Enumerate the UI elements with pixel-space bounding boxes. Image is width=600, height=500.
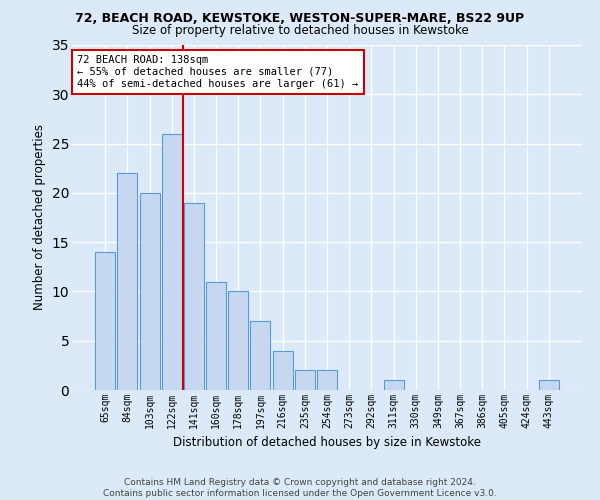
Text: Size of property relative to detached houses in Kewstoke: Size of property relative to detached ho… <box>131 24 469 37</box>
Bar <box>317 370 337 390</box>
Bar <box>272 350 293 390</box>
Text: Contains HM Land Registry data © Crown copyright and database right 2024.
Contai: Contains HM Land Registry data © Crown c… <box>103 478 497 498</box>
Bar <box>383 380 404 390</box>
Bar <box>539 380 559 390</box>
Y-axis label: Number of detached properties: Number of detached properties <box>33 124 46 310</box>
Text: 72 BEACH ROAD: 138sqm
← 55% of detached houses are smaller (77)
44% of semi-deta: 72 BEACH ROAD: 138sqm ← 55% of detached … <box>77 56 358 88</box>
Bar <box>140 193 160 390</box>
Bar <box>162 134 182 390</box>
Text: 72, BEACH ROAD, KEWSTOKE, WESTON-SUPER-MARE, BS22 9UP: 72, BEACH ROAD, KEWSTOKE, WESTON-SUPER-M… <box>76 12 524 26</box>
Bar <box>184 202 204 390</box>
X-axis label: Distribution of detached houses by size in Kewstoke: Distribution of detached houses by size … <box>173 436 481 450</box>
Bar <box>95 252 115 390</box>
Bar <box>295 370 315 390</box>
Bar <box>228 292 248 390</box>
Bar <box>206 282 226 390</box>
Bar <box>118 173 137 390</box>
Bar <box>250 321 271 390</box>
